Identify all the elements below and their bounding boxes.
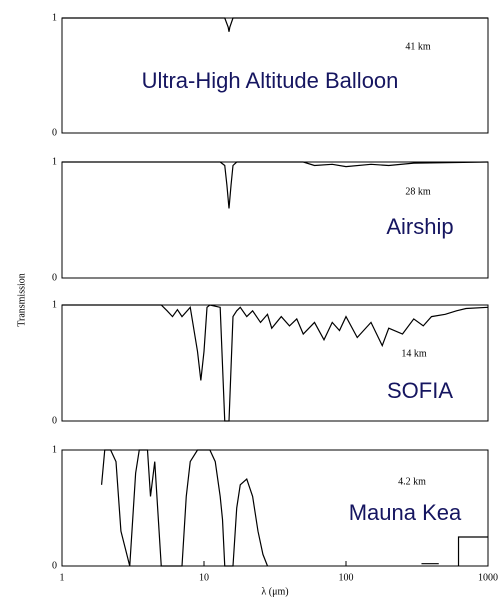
x-tick-label: 1 — [60, 572, 65, 583]
y-tick-label: 0 — [52, 127, 57, 138]
plot-frame — [61, 304, 489, 422]
y-tick-label: 0 — [52, 272, 57, 283]
x-tick-label: 100 — [339, 572, 354, 583]
y-tick-label: 1 — [52, 156, 57, 167]
y-tick-label: 0 — [52, 560, 57, 571]
y-tick-label: 1 — [52, 444, 57, 455]
transmission-line — [62, 161, 489, 209]
transmission-line — [62, 304, 489, 422]
altitude-label: 14 km — [401, 348, 427, 359]
site-name: Ultra-High Altitude Balloon — [142, 68, 399, 93]
y-axis-label: Transmission — [16, 273, 27, 327]
transmission-line — [100, 449, 488, 567]
plot-frame — [61, 449, 489, 567]
site-name: Mauna Kea — [349, 500, 462, 525]
site-name: Airship — [386, 214, 453, 239]
altitude-label: 41 km — [405, 41, 431, 52]
y-tick-label: 1 — [52, 299, 57, 310]
x-tick-label: 10 — [199, 572, 209, 583]
x-axis-label: λ (μm) — [261, 586, 288, 597]
x-tick-label: 1000 — [478, 572, 498, 583]
transmission-line — [62, 17, 488, 32]
y-tick-label: 0 — [52, 415, 57, 426]
site-name: SOFIA — [387, 378, 453, 403]
y-tick-label: 1 — [52, 12, 57, 23]
altitude-label: 4.2 km — [398, 476, 426, 487]
altitude-label: 28 km — [405, 186, 431, 197]
